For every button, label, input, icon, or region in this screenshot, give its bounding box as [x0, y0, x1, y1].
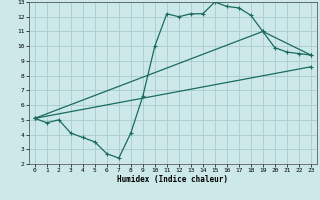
X-axis label: Humidex (Indice chaleur): Humidex (Indice chaleur): [117, 175, 228, 184]
